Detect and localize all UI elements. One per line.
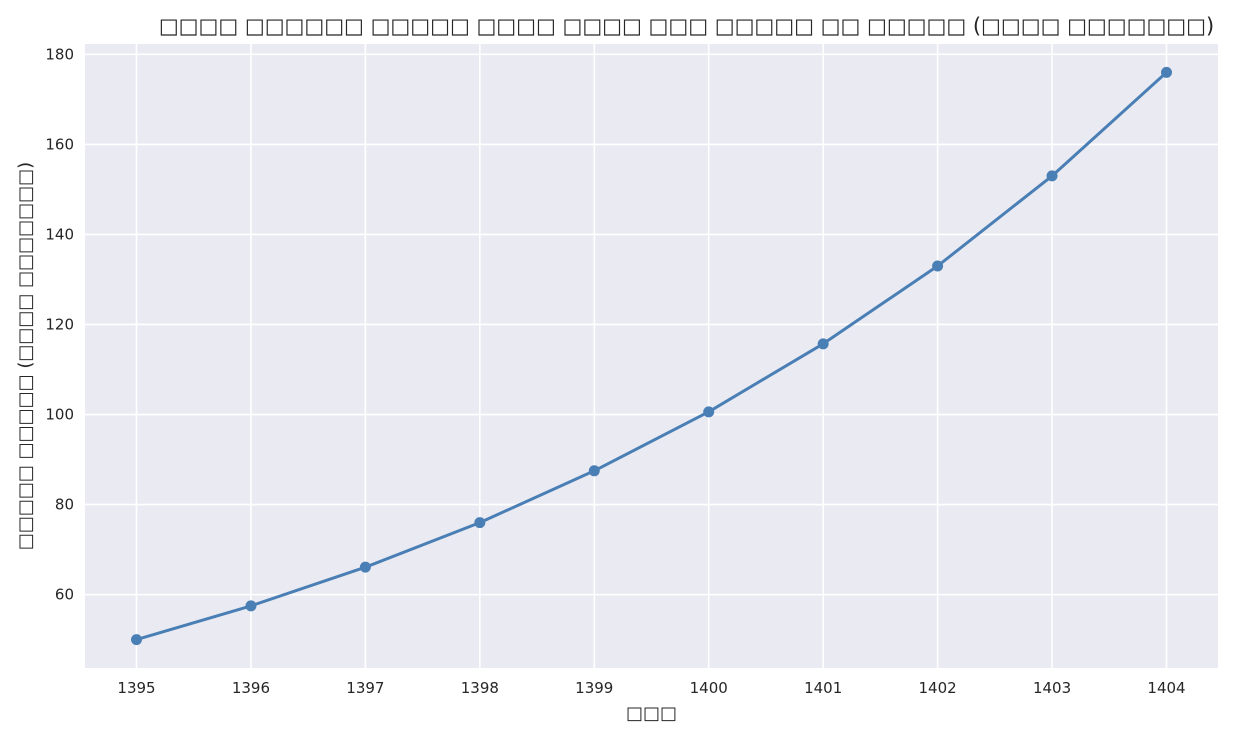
data-point [1161, 66, 1172, 78]
x-tick-label: 1399 [575, 679, 613, 697]
y-tick-label: 120 [45, 315, 74, 333]
series-layer [131, 66, 1172, 646]
x-tick-label: 1404 [1147, 679, 1185, 697]
data-point [932, 260, 944, 272]
y-tick-label: 140 [45, 225, 74, 243]
x-tick-label: 1402 [919, 679, 957, 697]
y-tick-label: 60 [55, 586, 74, 604]
x-tick-label: 1403 [1033, 679, 1071, 697]
x-axis-title: □□□ [626, 703, 677, 724]
y-tick-label: 180 [45, 45, 74, 63]
plot-area [85, 44, 1218, 668]
y-tick-label: 160 [45, 135, 74, 153]
x-tick-label: 1395 [117, 679, 155, 697]
data-point [1046, 170, 1058, 182]
series-line [135, 70, 1168, 642]
x-tick-label: 1400 [690, 679, 728, 697]
y-axis-title: □□□□□ □□□□□ (□□□□ □□□□□□□) [15, 162, 36, 550]
data-point [245, 600, 257, 612]
y-tick-label: 80 [55, 496, 74, 514]
data-point [703, 406, 715, 418]
x-tick-label: 1401 [804, 679, 842, 697]
x-tick-label: 1398 [461, 679, 499, 697]
data-point [131, 634, 142, 646]
x-tick-label: 1396 [232, 679, 270, 697]
tick-labels: 1395 1396 1397 1398 1399 1400 1401 1402 1403 1404… [45, 45, 1185, 697]
chart-title: □□□□ □□□□□□ □□□□□ □□□□ □□□□ □□□ □□□□□ □□… [159, 14, 1214, 38]
x-tick-label: 1397 [346, 679, 384, 697]
data-point [817, 338, 829, 350]
data-point [588, 465, 600, 477]
data-point [359, 561, 371, 573]
y-tick-label: 100 [45, 406, 74, 424]
grid-lines [85, 44, 1218, 668]
data-point [474, 517, 486, 529]
